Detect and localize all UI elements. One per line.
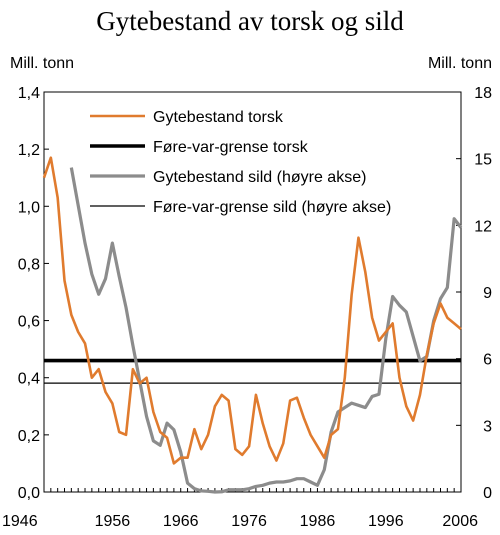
- left-tick-label: 0,0: [18, 485, 40, 502]
- right-axis: 0 3 6 9 12 15 18: [456, 85, 492, 502]
- right-tick-label: 9: [483, 285, 492, 302]
- right-tick-label: 0: [483, 485, 492, 502]
- right-tick-label: 3: [483, 418, 492, 435]
- x-tick-label: 1976: [231, 513, 267, 530]
- left-tick-label: 1,0: [18, 199, 40, 216]
- left-tick-label: 0,2: [18, 428, 40, 445]
- x-tick-label: 1996: [368, 513, 404, 530]
- right-tick-label: 18: [474, 85, 492, 102]
- left-axis: 0,0 0,2 0,4 0,6 0,8 1,0 1,2 1,4: [18, 85, 49, 502]
- chart-title: Gytebestand av torsk og sild: [96, 6, 404, 36]
- series-torsk-line: [42, 156, 462, 465]
- right-tick-label: 6: [483, 352, 492, 369]
- left-tick-label: 0,4: [18, 371, 40, 388]
- legend: Gytebestand torsk Føre-var-grense torsk Gy…: [90, 109, 391, 216]
- x-tick-label: 2006: [442, 513, 478, 530]
- left-axis-unit: Mill. tonn: [10, 55, 74, 72]
- left-tick-label: 1,2: [18, 142, 40, 159]
- x-tick-label: 1946: [2, 513, 38, 530]
- legend-label: Føre-var-grense sild (høyre akse): [153, 199, 391, 216]
- series-sild-line: [69, 167, 463, 494]
- right-axis-unit: Mill. tonn: [428, 55, 492, 72]
- x-tick-label: 1956: [95, 513, 131, 530]
- left-tick-label: 1,4: [18, 85, 40, 102]
- legend-label: Gytebestand sild (høyre akse): [153, 169, 366, 186]
- x-axis: 1946 1956 1966 1976 1986 1996 2006: [2, 488, 478, 530]
- x-tick-label: 1966: [163, 513, 199, 530]
- left-tick-label: 0,6: [18, 314, 40, 331]
- x-tick-label: 1986: [300, 513, 336, 530]
- right-tick-label: 12: [474, 218, 492, 235]
- right-tick-label: 15: [474, 152, 492, 169]
- legend-label: Føre-var-grense torsk: [153, 139, 309, 156]
- left-tick-label: 0,8: [18, 256, 40, 273]
- series-layer: [42, 156, 463, 494]
- legend-label: Gytebestand torsk: [153, 109, 284, 126]
